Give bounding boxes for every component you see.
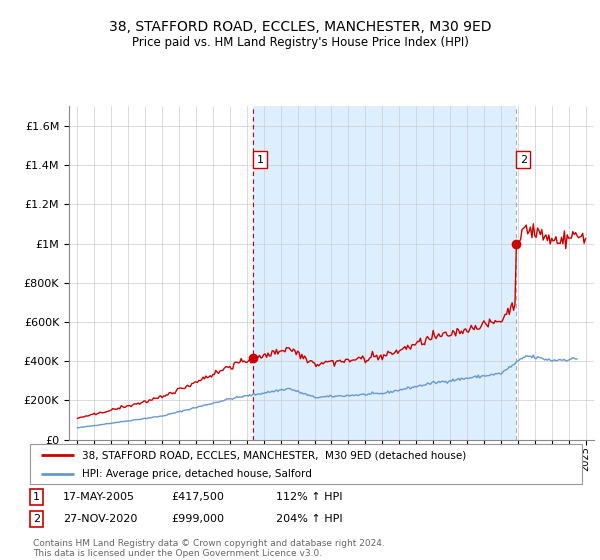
Text: 112% ↑ HPI: 112% ↑ HPI — [276, 492, 343, 502]
Text: 1: 1 — [33, 492, 40, 502]
Text: 38, STAFFORD ROAD, ECCLES, MANCHESTER, M30 9ED: 38, STAFFORD ROAD, ECCLES, MANCHESTER, M… — [109, 20, 491, 34]
Text: £999,000: £999,000 — [171, 514, 224, 524]
Text: 27-NOV-2020: 27-NOV-2020 — [63, 514, 137, 524]
Text: £417,500: £417,500 — [171, 492, 224, 502]
Text: 2: 2 — [520, 155, 527, 165]
Text: 204% ↑ HPI: 204% ↑ HPI — [276, 514, 343, 524]
Text: 38, STAFFORD ROAD, ECCLES, MANCHESTER,  M30 9ED (detached house): 38, STAFFORD ROAD, ECCLES, MANCHESTER, M… — [82, 450, 467, 460]
Text: 1: 1 — [256, 155, 263, 165]
Text: 17-MAY-2005: 17-MAY-2005 — [63, 492, 135, 502]
Text: HPI: Average price, detached house, Salford: HPI: Average price, detached house, Salf… — [82, 469, 313, 479]
Text: Contains HM Land Registry data © Crown copyright and database right 2024.
This d: Contains HM Land Registry data © Crown c… — [33, 539, 385, 558]
Text: Price paid vs. HM Land Registry's House Price Index (HPI): Price paid vs. HM Land Registry's House … — [131, 36, 469, 49]
Text: 2: 2 — [33, 514, 40, 524]
Bar — [253, 106, 516, 440]
